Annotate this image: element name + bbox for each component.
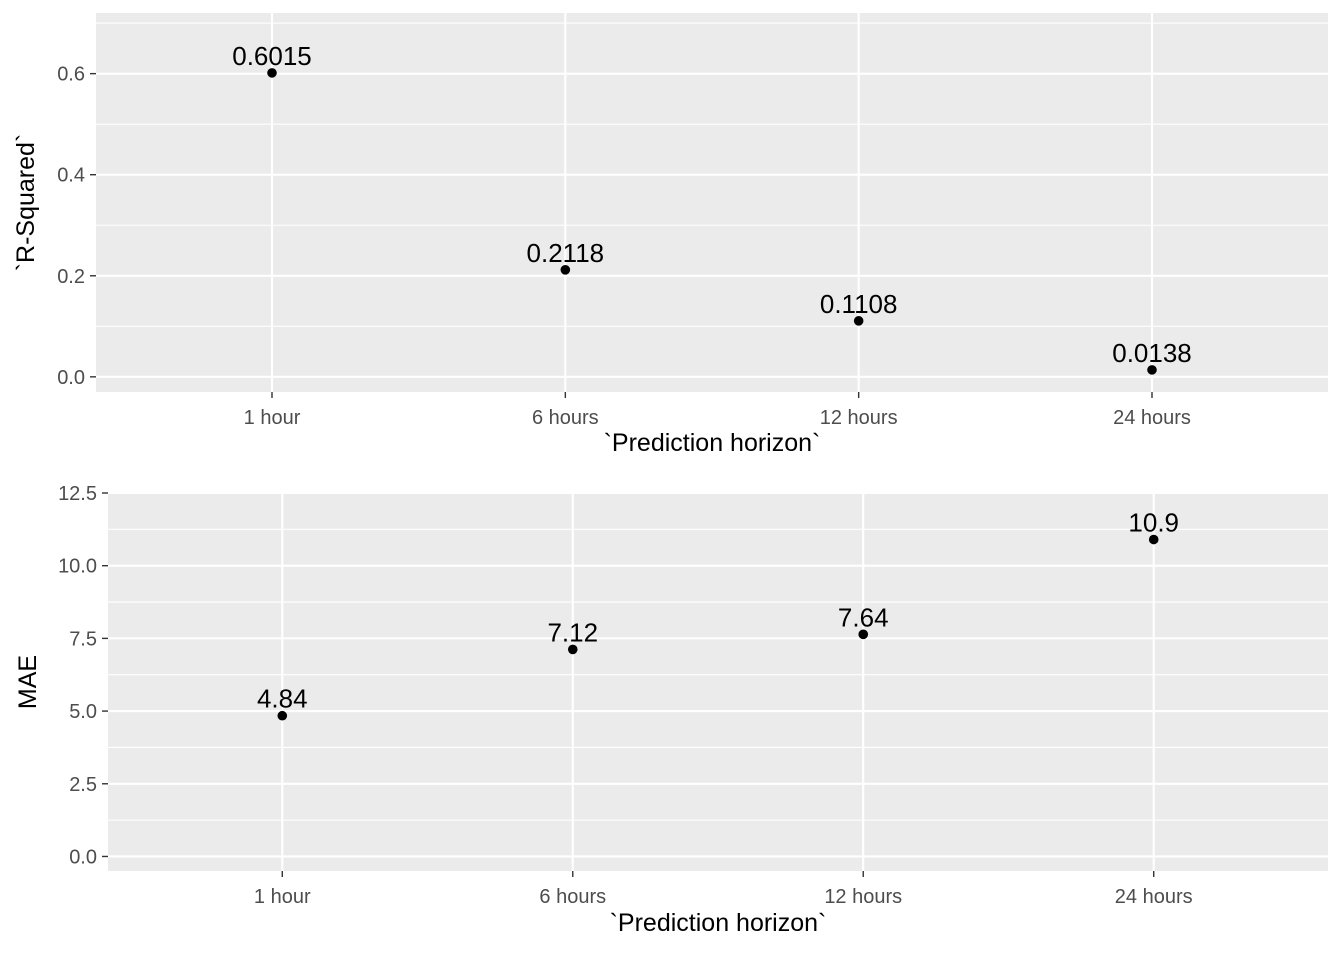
- r-squared-data-point: [267, 68, 277, 78]
- mae-x-tick-label: 12 hours: [824, 886, 902, 908]
- mae-y-axis-title: MAE: [14, 655, 42, 709]
- r-squared-plot-background: [96, 13, 1328, 392]
- mae-data-point: [858, 629, 869, 640]
- mae-data-point: [1148, 534, 1159, 545]
- mae-plot-background: [108, 493, 1328, 871]
- mae-x-axis-title: `Prediction horizon`: [610, 909, 827, 937]
- mae-data-label: 10.9: [1128, 508, 1179, 538]
- r-squared-x-tick-label: 12 hours: [820, 407, 898, 429]
- mae-x-tick-label: 24 hours: [1115, 886, 1193, 908]
- r-squared-data-point: [1147, 365, 1157, 375]
- r-squared-y-tick-label: 0.2: [57, 266, 85, 288]
- mae-y-tick-label: 5.0: [69, 701, 97, 723]
- r-squared-y-axis-title: `R-Squared`: [12, 134, 40, 272]
- mae-y-tick-label: 10.0: [58, 556, 97, 578]
- r-squared-y-tick-label: 0.0: [57, 367, 85, 389]
- mae-data-label: 7.12: [547, 617, 598, 647]
- mae-y-tick-label: 12.5: [58, 483, 97, 505]
- r-squared-data-point: [853, 316, 864, 326]
- r-squared-data-label: 0.1108: [820, 289, 898, 319]
- r-squared-data-label: 0.2118: [527, 238, 605, 268]
- mae-y-tick-label: 7.5: [69, 628, 97, 650]
- mae-data-label: 7.64: [838, 602, 889, 632]
- mae-data-point: [567, 644, 578, 655]
- r-squared-x-axis-title: `Prediction horizon`: [604, 429, 821, 457]
- mae-data-label: 4.84: [257, 684, 308, 714]
- mae-x-tick-label: 6 hours: [539, 886, 606, 908]
- r-squared-data-label: 0.0138: [1112, 338, 1192, 368]
- r-squared-y-tick-label: 0.4: [57, 165, 85, 187]
- r-squared-y-tick-label: 0.6: [57, 64, 85, 86]
- mae-y-tick-label: 2.5: [69, 774, 97, 796]
- r-squared-x-tick-label: 1 hour: [244, 407, 301, 429]
- mae-panel: 0.0 2.5 5.0 7.5 10.0 12.5 1 hour 6 hours 12 hour…: [14, 483, 1328, 937]
- mae-x-tick-label: 1 hour: [254, 886, 311, 908]
- r-squared-data-point: [560, 265, 571, 275]
- mae-data-point: [277, 710, 288, 721]
- r-squared-panel: 0.0 0.2 0.4 0.6 1 hour 6 hours 12 hours 24 hour…: [12, 13, 1328, 457]
- mae-y-tick-label: 0.0: [69, 846, 97, 868]
- r-squared-x-tick-label: 24 hours: [1113, 407, 1191, 429]
- r-squared-data-label: 0.6015: [232, 41, 312, 71]
- r-squared-x-tick-label: 6 hours: [532, 407, 599, 429]
